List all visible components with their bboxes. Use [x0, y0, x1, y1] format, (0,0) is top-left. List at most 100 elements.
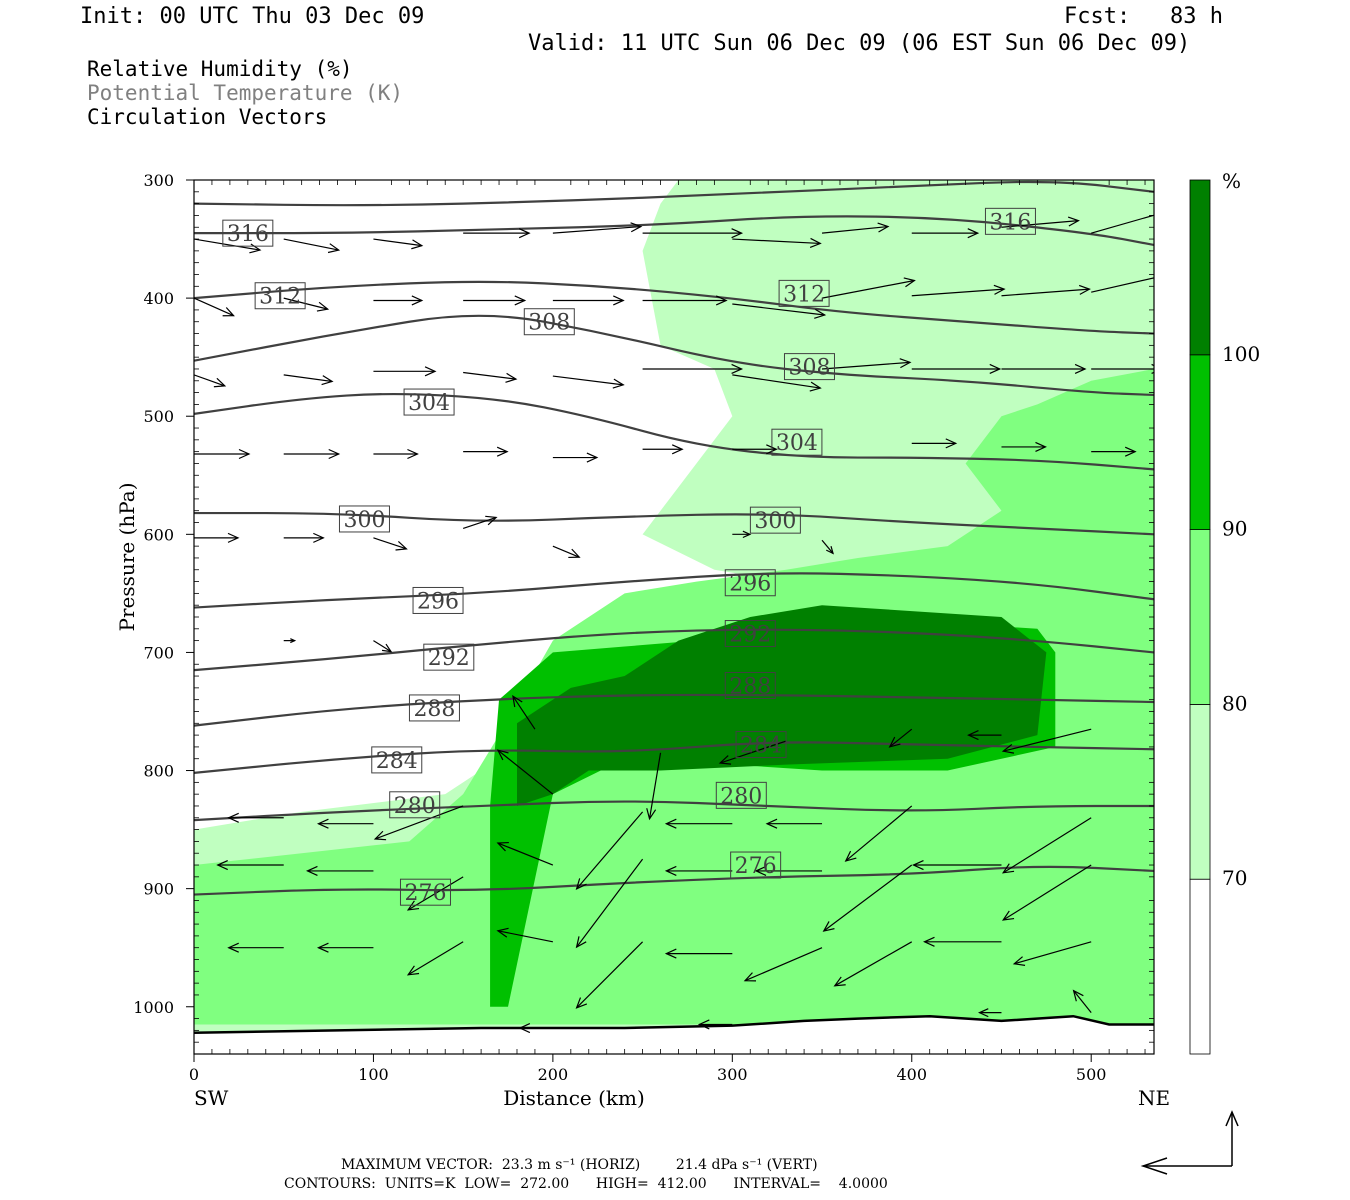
init-time: Init: 00 UTC Thu 03 Dec 09: [80, 4, 425, 29]
svg-text:312: 312: [259, 285, 301, 310]
circulation-vector: [373, 295, 424, 306]
circulation-vector: [664, 818, 733, 829]
circulation-vector: [552, 295, 625, 306]
contour-label-280: 280: [389, 791, 441, 819]
sw-label: SW: [194, 1086, 229, 1110]
svg-text:276: 276: [735, 854, 777, 879]
contour-label-280: 280: [715, 781, 767, 809]
circulation-vector: [373, 238, 424, 250]
rh-region-100: [516, 605, 1047, 806]
circulation-vector: [575, 941, 644, 1009]
circulation-vector: [194, 297, 235, 317]
contour-label-300: 300: [338, 505, 390, 533]
circulation-vector: [552, 222, 643, 234]
circulation-vector: [821, 277, 916, 299]
circulation-vector: [642, 444, 684, 455]
x-tick-label: 500: [1076, 1065, 1107, 1084]
contour-label-296: 296: [724, 569, 776, 597]
circulation-vector: [923, 936, 1002, 947]
circulation-vector: [718, 740, 787, 765]
circulation-vector: [978, 1008, 1002, 1018]
contour-label-288: 288: [408, 694, 460, 722]
svg-text:296: 296: [729, 572, 771, 597]
max-vector-note: MAXIMUM VECTOR: 23.3 m s⁻¹ (HORIZ) 21.4 …: [341, 1157, 818, 1173]
circulation-vector: [1001, 216, 1080, 228]
svg-text:276: 276: [404, 881, 446, 906]
circulation-vector: [833, 941, 913, 987]
svg-text:300: 300: [754, 509, 796, 534]
circulation-vector: [642, 295, 728, 306]
contour-label-304: 304: [771, 428, 823, 456]
contour-label-284: 284: [735, 731, 787, 759]
circulation-vector: [911, 363, 1002, 375]
circulation-vector: [283, 297, 330, 312]
theta-contour-280: [194, 800, 1154, 822]
below-ground-mask: [194, 1016, 1154, 1054]
circulation-vector: [1001, 441, 1047, 452]
circulation-vector: [406, 941, 464, 976]
contour-labels: 316 316 312 312 308 308 304 304 300 300 296 296 292 2…: [222, 207, 1036, 906]
colorbar-segment: [1189, 704, 1211, 880]
circulation-vector: [1072, 989, 1092, 1014]
colorbar-label: 80: [1222, 691, 1247, 715]
svg-text:304: 304: [408, 391, 450, 416]
circulation-vector: [496, 927, 553, 943]
svg-text:316: 316: [989, 210, 1031, 235]
colorbar-segment: [1189, 529, 1211, 705]
axes: 300 400 500 600 700 800 900 1000 0 100 200 300 400 50…: [115, 171, 1170, 1110]
circulation-vector: [888, 728, 913, 748]
circulation-vector: [911, 284, 1006, 297]
contours-note: CONTOURS: UNITS=K LOW= 272.00 HIGH= 412.…: [284, 1176, 888, 1192]
circulation-vector: [1001, 728, 1092, 754]
theta-contour-296: [194, 572, 1154, 609]
contour-label-288: 288: [724, 672, 776, 700]
circulation-vector: [1091, 446, 1137, 457]
circulation-vector: [373, 640, 393, 653]
circulation-vector: [283, 238, 341, 254]
circulation-vector: [1091, 214, 1154, 234]
circulation-vector: [463, 228, 531, 239]
theta-contour-300: [194, 511, 1154, 536]
circulation-vector: [967, 730, 1002, 741]
circulation-vector: [646, 752, 662, 821]
circulation-vector: [463, 446, 509, 457]
svg-text:300: 300: [343, 508, 385, 533]
contour-label-308: 308: [783, 353, 835, 381]
contour-label-284: 284: [371, 746, 423, 774]
reference-vector-icon: [1140, 1110, 1239, 1175]
theta-contour-276: [194, 865, 1154, 896]
svg-text:280: 280: [394, 794, 436, 819]
circulation-vector: [283, 448, 341, 460]
circulation-vector: [664, 865, 733, 876]
circulation-vector: [373, 448, 419, 460]
theta-contour-308: [194, 314, 1154, 397]
circulation-vector: [227, 942, 284, 953]
x-tick-label: 300: [717, 1065, 748, 1084]
x-tick-label: 400: [896, 1065, 927, 1084]
circulation-vector: [139, 813, 194, 822]
colorbar-unit: %: [1222, 169, 1241, 193]
theta-contour-292: [194, 628, 1154, 672]
circulation-vector: [194, 448, 251, 460]
circulation-vector: [732, 237, 822, 249]
circulation-vector: [463, 295, 527, 306]
svg-text:288: 288: [413, 697, 455, 722]
contour-label-292: 292: [423, 643, 475, 671]
circulation-vector: [642, 228, 744, 239]
circulation-vector: [194, 1032, 195, 1033]
circulation-vector: [1001, 817, 1092, 874]
circulation-vector: [575, 811, 644, 890]
circulation-vector: [283, 374, 334, 386]
theta-contour-284: [194, 741, 1154, 774]
circulation-vectors: [139, 214, 1154, 1034]
contour-label-296: 296: [412, 586, 464, 614]
contour-label-316: 316: [222, 219, 274, 247]
svg-text:284: 284: [376, 749, 418, 774]
circulation-vector: [1091, 277, 1154, 293]
contour-label-316: 316: [984, 207, 1036, 235]
circulation-vector: [194, 374, 227, 388]
title-circulation-vectors: Circulation Vectors: [87, 105, 328, 129]
circulation-vector: [821, 358, 912, 370]
circulation-vector: [227, 812, 284, 823]
circulation-vector: [912, 859, 1002, 871]
